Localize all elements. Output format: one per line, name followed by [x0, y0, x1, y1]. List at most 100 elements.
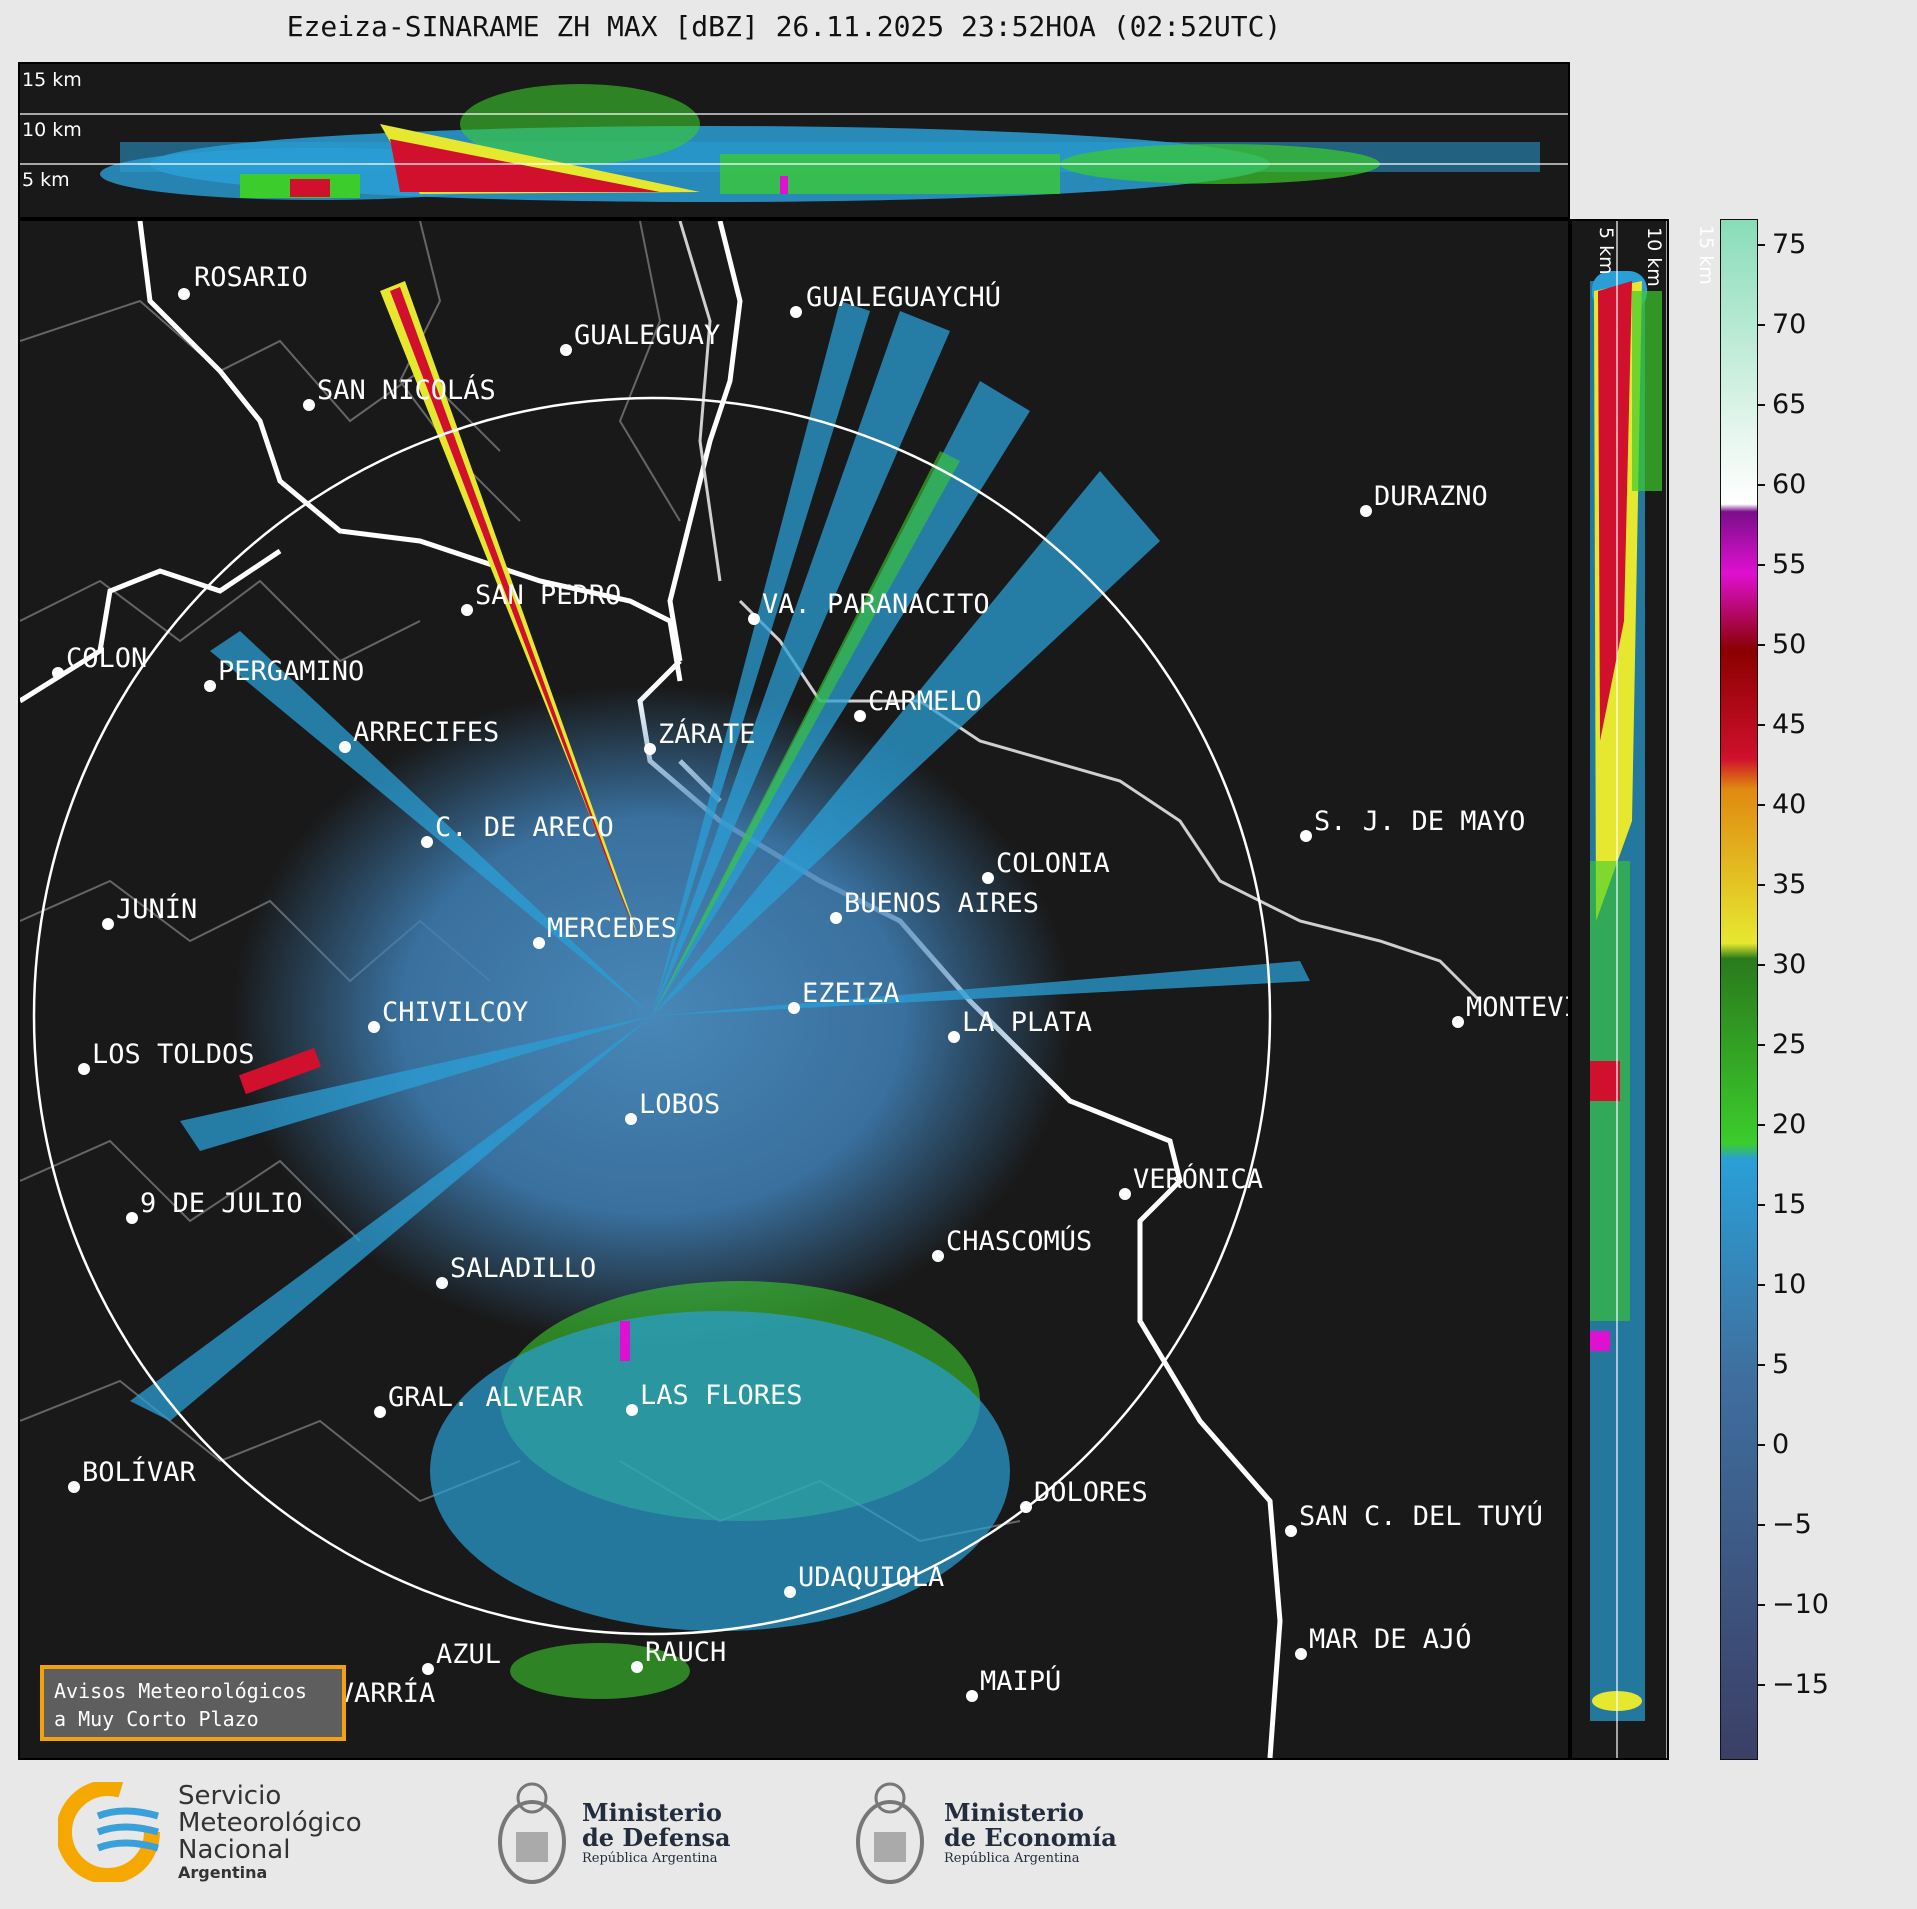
city-marker-dot — [1360, 505, 1372, 517]
smn-text: Servicio Meteorológico Nacional Argentin… — [178, 1783, 362, 1882]
city-label: DURAZNO — [1374, 481, 1488, 512]
city-label: COLON — [66, 643, 147, 674]
city-marker-dot — [631, 1661, 643, 1673]
colorbar-tick-label: 15 — [1772, 1189, 1807, 1220]
colorbar-tick-mark — [1758, 724, 1765, 726]
colorbar-tick-mark — [1758, 804, 1765, 806]
colorbar-tick-label: 30 — [1772, 949, 1807, 980]
city-marker-dot — [948, 1031, 960, 1043]
defensa-text: Ministerio de Defensa República Argentin… — [582, 1800, 731, 1868]
city-marker-dot — [932, 1250, 944, 1262]
colorbar-tick-mark — [1758, 484, 1765, 486]
colorbar-tick-mark — [1758, 1524, 1765, 1526]
city-label: MAR DE AJÓ — [1309, 1623, 1472, 1655]
colorbar-tick-mark — [1758, 1204, 1765, 1206]
top-level-15km: 15 km — [22, 69, 82, 91]
colorbar-tick-mark — [1758, 884, 1765, 886]
city-label: BUENOS AIRES — [844, 888, 1039, 919]
economia-line2: de Economía — [944, 1823, 1117, 1852]
city-label: SAN C. DEL TUYÚ — [1299, 1500, 1543, 1532]
side-level-10km: 10 km — [1643, 227, 1665, 287]
colorbar-tick-mark — [1758, 964, 1765, 966]
city-marker-dot — [461, 604, 473, 616]
city-marker-dot — [421, 836, 433, 848]
city-label: LOS TOLDOS — [92, 1039, 255, 1070]
city-label: LOBOS — [639, 1089, 720, 1120]
economia-line1: Ministerio — [944, 1798, 1084, 1827]
top-level-10km: 10 km — [22, 119, 82, 141]
city-label: SALADILLO — [450, 1253, 596, 1284]
city-label: JUNÍN — [116, 893, 197, 925]
colorbar-tick-label: 65 — [1772, 389, 1807, 420]
colorbar-tick-label: 0 — [1772, 1429, 1790, 1460]
defensa-seal — [492, 1776, 572, 1896]
city-label: 9 DE JULIO — [140, 1188, 303, 1219]
smn-line1: Servicio — [178, 1781, 282, 1811]
colorbar-tick-mark — [1758, 1604, 1765, 1606]
city-marker-dot — [748, 613, 760, 625]
city-marker-dot — [644, 743, 656, 755]
city-label: LA PLATA — [962, 1007, 1092, 1038]
city-label: GUALEGUAYCHÚ — [806, 281, 1001, 313]
city-marker-dot — [52, 667, 64, 679]
city-label: SAN NICOLÁS — [317, 374, 496, 406]
city-marker-dot — [830, 912, 842, 924]
colorbar-tick-label: 75 — [1772, 229, 1807, 260]
colorbar-tick-label: 55 — [1772, 549, 1807, 580]
warnings-link[interactable]: Avisos Meteorológicos a Muy Corto Plazo — [40, 1665, 346, 1741]
city-label: VERÓNICA — [1133, 1163, 1263, 1195]
coat-of-arms-icon — [856, 1782, 924, 1884]
city-label: CARMELO — [868, 686, 982, 717]
smn-line2: Meteorológico — [178, 1808, 362, 1838]
top-cross-section-panel: 15 km 10 km 5 km — [18, 62, 1570, 219]
page-title: Ezeiza-SINARAME ZH MAX [dBZ] 26.11.2025 … — [286, 10, 1282, 43]
city-markers: ROSARIO GUALEGUAYCHÚ GUALEGUAY SAN NICOLÁS D… — [52, 262, 1568, 1714]
city-label: PERGAMINO — [218, 656, 364, 687]
smn-logo-icon — [58, 1782, 160, 1882]
city-label: GUALEGUAY — [574, 320, 720, 351]
city-label: GRAL. ALVEAR — [388, 1382, 584, 1413]
city-marker-dot — [854, 710, 866, 722]
warnings-line2: a Muy Corto Plazo — [54, 1707, 259, 1731]
colorbar-tick-mark — [1758, 1684, 1765, 1686]
city-label: S. J. DE MAYO — [1314, 806, 1525, 837]
city-marker-dot — [982, 872, 994, 884]
city-marker-dot — [1295, 1648, 1307, 1660]
city-marker-dot — [1119, 1188, 1131, 1200]
side-cross-section-panel: 5 km 10 km — [1570, 219, 1669, 1760]
defensa-line1: Ministerio — [582, 1798, 722, 1827]
city-marker-dot — [1020, 1501, 1032, 1513]
radar-map-panel[interactable]: ROSARIO GUALEGUAYCHÚ GUALEGUAY SAN NICOLÁS D… — [18, 219, 1570, 1760]
city-marker-dot — [436, 1277, 448, 1289]
colorbar-tick-label: 40 — [1772, 789, 1807, 820]
colorbar-tick-label: 60 — [1772, 469, 1807, 500]
side-level-15km-wrapper: 15 km — [1694, 223, 1724, 293]
city-marker-dot — [626, 1404, 638, 1416]
defensa-line3: República Argentina — [582, 1851, 718, 1866]
colorbar-tick-mark — [1758, 1124, 1765, 1126]
city-marker-dot — [625, 1113, 637, 1125]
colorbar-tick-mark — [1758, 644, 1765, 646]
colorbar-tick-label: 50 — [1772, 629, 1807, 660]
city-label: MAIPÚ — [980, 1665, 1061, 1697]
city-label: MONTEVIDEO — [1466, 992, 1568, 1023]
city-marker-dot — [1452, 1016, 1464, 1028]
top-level-5km: 5 km — [22, 169, 70, 191]
city-marker-dot — [560, 344, 572, 356]
city-marker-dot — [126, 1212, 138, 1224]
city-label: CHASCOMÚS — [946, 1225, 1092, 1257]
city-label: LAS FLORES — [640, 1380, 803, 1411]
side-level-15km: 15 km — [1695, 225, 1717, 285]
colorbar-tick-mark — [1758, 244, 1765, 246]
colorbar-tick-label: 35 — [1772, 869, 1807, 900]
colorbar-tick-label: −15 — [1772, 1669, 1829, 1700]
city-marker-dot — [102, 918, 114, 930]
city-marker-dot — [178, 288, 190, 300]
side-level-5km: 5 km — [1595, 227, 1617, 275]
city-label: EZEIZA — [802, 978, 900, 1009]
colorbar-tick-label: 5 — [1772, 1349, 1790, 1380]
warnings-line1: Avisos Meteorológicos — [54, 1679, 307, 1703]
colorbar-tick-label: 25 — [1772, 1029, 1807, 1060]
city-label: UDAQUIOLA — [798, 1562, 944, 1593]
colorbar-tick-mark — [1758, 1044, 1765, 1046]
